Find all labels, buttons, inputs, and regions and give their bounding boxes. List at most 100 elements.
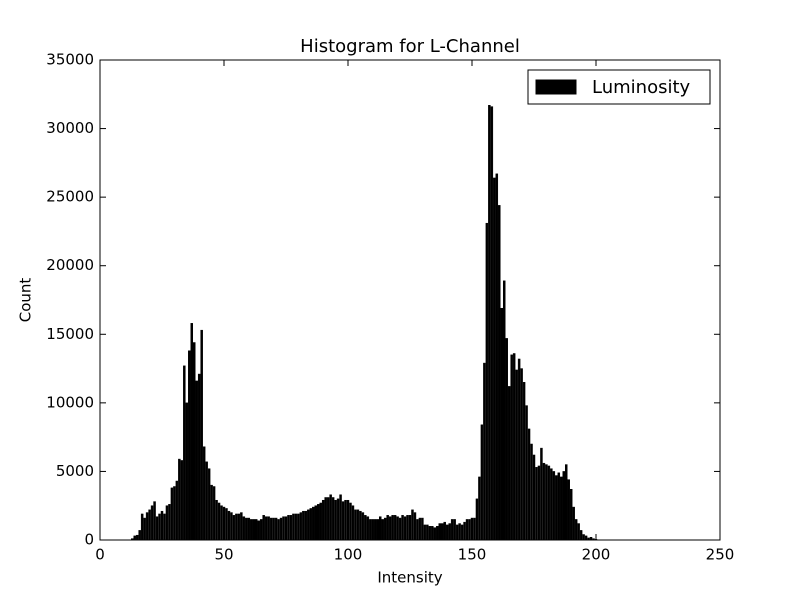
bar [386,515,389,541]
bar [577,523,580,541]
bar [436,526,439,541]
bar [160,510,164,541]
bar [250,519,253,541]
bar [354,509,357,541]
bar [522,382,526,541]
bar [339,494,342,541]
bar [391,515,394,541]
bar [284,516,288,541]
bar [535,467,538,541]
bar [341,501,345,541]
bar [515,369,518,541]
bar [371,519,375,541]
bar [445,524,449,541]
bar [140,513,144,541]
bar [170,487,174,541]
bar [344,499,347,541]
bar [133,535,136,541]
bar [316,504,320,541]
bar [279,517,283,541]
bar [381,519,384,541]
y-tick-label: 20000 [46,256,94,274]
bar [468,519,471,541]
bar [525,405,528,541]
chart-title: Histogram for L-Channel [300,36,520,57]
bar [463,521,466,541]
bar [138,530,141,541]
bar [143,517,146,541]
bar [398,517,402,541]
bar [200,329,203,541]
bar [505,338,508,541]
bar [408,515,412,541]
x-tick-label: 200 [582,546,611,564]
x-tick-label: 100 [334,546,363,564]
bar [359,510,362,541]
x-tick-label: 150 [458,546,487,564]
bar [314,505,318,541]
bar [235,513,238,541]
bar [230,512,233,541]
y-tick-label: 5000 [56,462,94,480]
bar [309,508,313,541]
bar [148,509,151,541]
bar [195,380,198,541]
bar [274,517,278,541]
bar [207,468,211,541]
bar [324,497,327,541]
plot-frame [99,59,721,541]
y-tick-label: 15000 [46,325,94,343]
bar [237,513,241,541]
bar [252,519,256,541]
bar [455,524,459,541]
x-tick-label: 0 [95,546,105,564]
bar [329,494,332,541]
bar [421,517,424,541]
bar [567,479,570,541]
bar [564,464,568,541]
bar [438,523,442,541]
bar [480,424,484,541]
bar [267,516,270,541]
y-tick-label: 25000 [46,188,94,206]
legend: Luminosity [527,69,711,105]
bar [555,475,558,541]
bar [292,513,295,541]
bar [403,516,407,541]
bar [264,516,268,541]
bar [205,461,208,541]
bar [361,512,365,541]
bar [294,513,298,541]
y-tick-label: 10000 [46,393,94,411]
bar [542,462,546,541]
bar [299,512,303,541]
bar [369,519,372,541]
bar [458,523,461,541]
bar [242,516,246,541]
bar [465,519,469,541]
bar [374,519,377,541]
bar [326,497,330,541]
bar [287,515,290,541]
bar [192,342,196,541]
bar [540,447,543,541]
y-tick-label: 35000 [46,51,94,69]
bar [262,515,265,541]
bar [495,173,499,541]
bar [245,517,248,541]
bar [557,472,561,541]
bar [185,402,189,541]
bar [297,513,300,541]
bar [319,502,322,541]
bar [423,524,427,541]
bar [197,373,201,541]
bar [569,489,573,541]
bar [440,523,444,541]
y-axis-label: Count [17,278,35,323]
bar [376,519,380,541]
bar [428,526,432,541]
bar [153,501,156,541]
bar [321,499,325,541]
bar [560,476,563,541]
bar [416,519,419,541]
